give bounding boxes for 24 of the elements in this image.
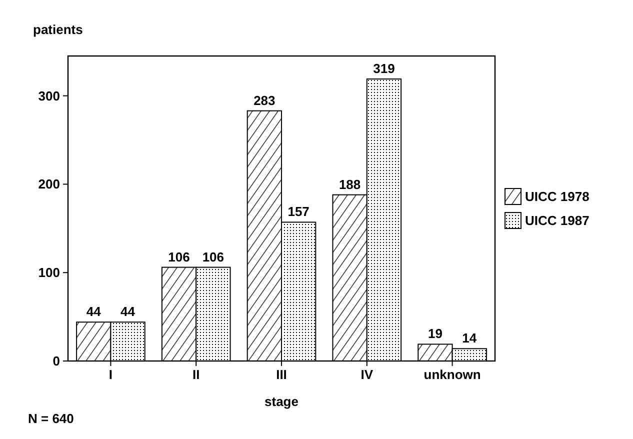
x-tick-label: II	[192, 367, 200, 382]
x-tick-label: III	[276, 367, 287, 382]
data-label: 106	[168, 249, 190, 264]
data-label: 19	[428, 326, 442, 342]
x-tick-label: I	[108, 367, 113, 382]
data-label: 44	[120, 304, 136, 320]
data-label: 14	[462, 330, 478, 346]
x-tick-label: IV	[360, 367, 374, 382]
y-tick-label: 100	[38, 265, 60, 280]
text: N = 640	[28, 411, 74, 426]
data-label: 283	[254, 92, 276, 108]
x-axis-title: stage	[264, 394, 298, 409]
data-label: 188	[338, 176, 361, 192]
legend-label: UICC 1987	[525, 213, 590, 228]
y-tick-label: 0	[52, 354, 60, 369]
legend-label: UICC 1978	[525, 189, 590, 204]
data-label: 319	[373, 60, 395, 76]
y-axis-title: patients	[33, 22, 83, 37]
y-tick-label: 200	[38, 176, 60, 192]
y-tick-label: 300	[38, 88, 60, 104]
x-tick-label: unknown	[424, 367, 481, 382]
data-label: 106	[202, 249, 224, 264]
data-label: 157	[288, 204, 310, 220]
data-label: 44	[86, 304, 102, 320]
